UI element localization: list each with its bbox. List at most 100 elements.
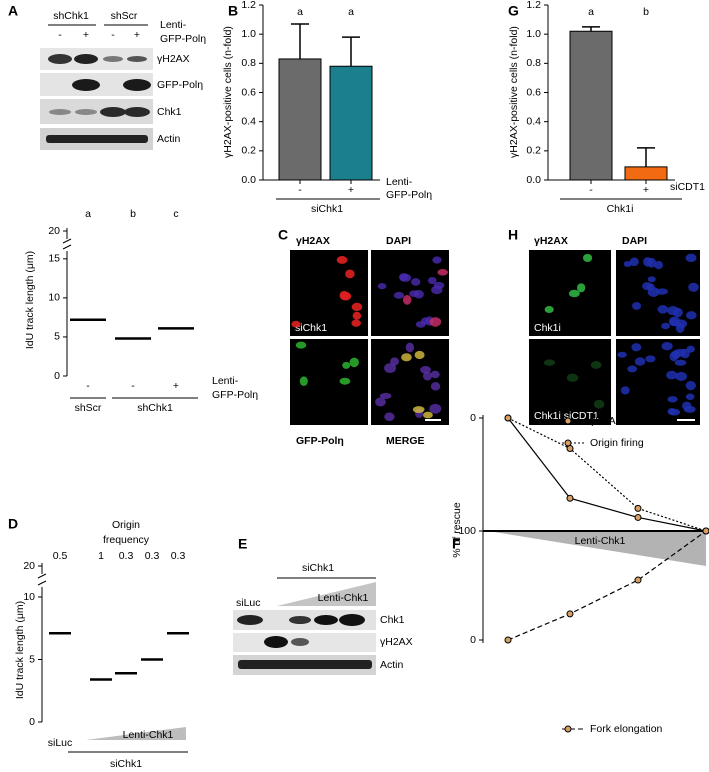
y-tick-label: 0.2 xyxy=(526,145,541,157)
series-marker xyxy=(504,414,512,422)
x-tick-label: + xyxy=(643,184,649,196)
y-tick-label: 0.0 xyxy=(526,174,541,186)
band xyxy=(237,615,263,625)
band xyxy=(72,79,100,91)
panel-label: C xyxy=(278,227,288,243)
y-tick-label: 0 xyxy=(54,370,60,382)
y-tick-label: 0.0 xyxy=(241,174,256,186)
channel-label: MERGE xyxy=(386,435,425,447)
treatment-label: GFP-Polη xyxy=(160,33,206,45)
nucleus xyxy=(675,371,687,382)
condition-label: Chk1i siCDT1 xyxy=(534,410,599,422)
blot-a: shChk1 shScr - + - + Lenti- GFP-Polη γH2… xyxy=(40,10,206,150)
nucleus xyxy=(675,323,685,333)
series-marker xyxy=(634,576,642,584)
nucleus xyxy=(627,365,638,373)
gradient-label: Lenti-Chk1 xyxy=(575,535,626,547)
legend-marker xyxy=(564,439,572,447)
treatment-label: Lenti- xyxy=(386,176,413,188)
nucleus xyxy=(377,282,387,290)
axis-break xyxy=(62,238,72,244)
nucleus xyxy=(420,365,431,374)
y-tick-label: 0 xyxy=(29,716,35,728)
y-axis-label: IdU track length (μm) xyxy=(14,601,26,699)
nucleus xyxy=(632,302,642,310)
nucleus xyxy=(351,302,363,312)
group-label: shScr xyxy=(75,402,102,414)
blot-e: siChk1 siLuc Lenti-Chk1 Chk1 γH2AX Actin xyxy=(233,562,413,675)
nucleus xyxy=(291,320,301,328)
significance-label: a xyxy=(348,6,354,18)
significance-label: a xyxy=(85,208,91,220)
nucleus xyxy=(647,276,656,283)
group-label: siChk1 xyxy=(110,758,142,770)
axis-break xyxy=(37,580,47,586)
nucleus xyxy=(340,291,352,301)
condition-label: siChk1 xyxy=(295,322,327,334)
nucleus xyxy=(339,377,351,385)
legend-label: Fork elongation xyxy=(590,723,663,735)
origin-frequency: 0.3 xyxy=(171,550,186,562)
bar xyxy=(278,58,322,181)
bar xyxy=(329,65,373,181)
nucleus xyxy=(375,397,386,407)
chart-title: Origin xyxy=(112,519,140,531)
nucleus xyxy=(668,408,681,416)
gradient-wedge xyxy=(86,727,186,740)
nucleus xyxy=(674,359,687,366)
significance-label: a xyxy=(588,6,594,18)
series-line xyxy=(507,530,707,641)
panel-label: D xyxy=(8,516,18,532)
y-tick-label: 0.8 xyxy=(241,57,256,69)
nucleus xyxy=(432,256,442,264)
group-label: siChk1 xyxy=(311,203,343,215)
legend-marker xyxy=(564,725,572,733)
treatment-label: siCDT1 xyxy=(670,181,705,193)
nucleus xyxy=(429,403,442,414)
nucleus xyxy=(427,276,437,285)
y-tick-label: 0.4 xyxy=(526,115,541,127)
nucleus xyxy=(336,256,348,264)
nucleus xyxy=(414,350,425,360)
treatment-label: Lenti- xyxy=(212,375,239,387)
y-tick-label: 20 xyxy=(23,560,35,572)
y-tick-label: 0.6 xyxy=(241,86,256,98)
row-label: Chk1 xyxy=(157,106,182,118)
nucleus xyxy=(413,289,424,299)
bar xyxy=(569,30,613,181)
treatment-label: GFP-Polη xyxy=(386,189,432,201)
nucleus xyxy=(634,357,646,366)
row-label: γH2AX xyxy=(157,53,190,65)
nucleus xyxy=(593,399,605,409)
group-label: shScr xyxy=(111,10,138,22)
nucleus xyxy=(349,357,359,368)
x-tick-label: - xyxy=(589,184,593,196)
y-axis-label: γH2AX-positive cells (n-fold) xyxy=(222,26,234,158)
x-tick-label: siLuc xyxy=(48,737,73,749)
band xyxy=(291,638,309,646)
nucleus xyxy=(384,363,397,374)
nucleus xyxy=(667,396,678,403)
gradient-wedge xyxy=(277,582,376,606)
y-tick-label: 20 xyxy=(48,225,60,237)
band xyxy=(289,616,311,624)
lane-label: + xyxy=(134,29,140,41)
y-axis-label: % of rescue xyxy=(451,502,463,558)
band xyxy=(127,56,147,62)
y-axis-label: γH2AX-positive cells (n-fold) xyxy=(508,26,520,158)
nucleus xyxy=(415,321,426,328)
band xyxy=(123,79,151,91)
nucleus xyxy=(669,351,679,362)
nucleus xyxy=(568,289,580,298)
lane-label: - xyxy=(58,29,62,41)
nucleus xyxy=(620,386,630,395)
lane-label: + xyxy=(83,29,89,41)
legend-label: Origin firing xyxy=(590,437,644,449)
nucleus xyxy=(342,361,351,369)
gradient-label: Lenti-Chk1 xyxy=(123,729,174,741)
panel-label: E xyxy=(238,536,247,552)
nucleus xyxy=(688,282,699,292)
nucleus xyxy=(384,412,395,422)
y-tick-label: 10 xyxy=(23,591,35,603)
origin-frequency: 1 xyxy=(98,550,104,562)
